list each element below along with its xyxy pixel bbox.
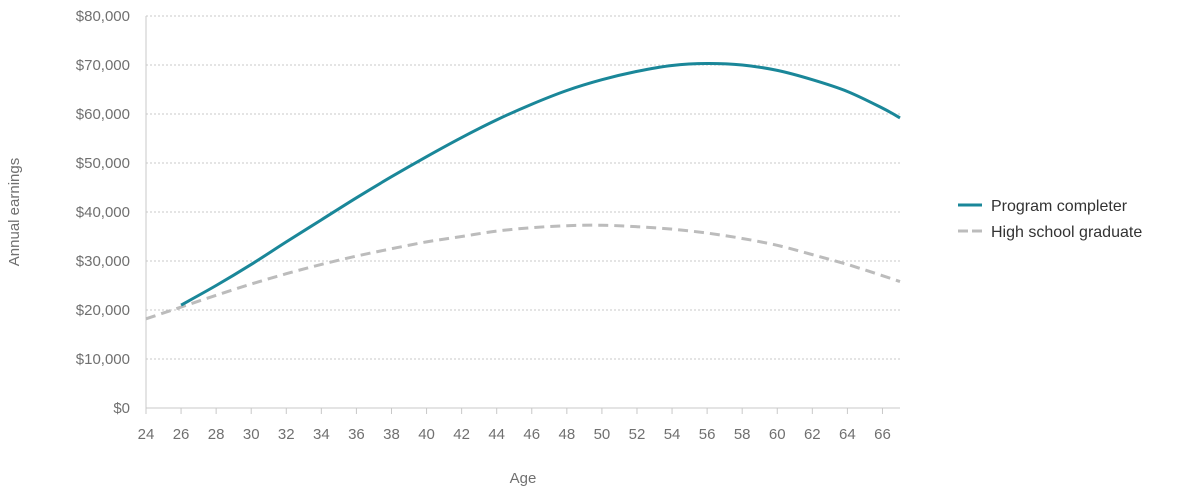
y-tick-label: $10,000 xyxy=(76,351,130,368)
x-tick-label: 46 xyxy=(523,426,540,443)
legend-label-program-completer: Program completer xyxy=(991,198,1128,215)
x-tick-label: 48 xyxy=(558,426,575,443)
x-tick-label: 60 xyxy=(769,426,786,443)
y-tick-label: $0 xyxy=(113,400,130,417)
legend-label-high-school-graduate: High school graduate xyxy=(991,224,1142,241)
x-tick-label: 56 xyxy=(699,426,716,443)
axes xyxy=(145,16,900,414)
x-tick-label: 62 xyxy=(804,426,821,443)
legend: Program completer High school graduate xyxy=(958,198,1142,241)
x-tick-label: 24 xyxy=(138,426,155,443)
x-tick-label: 38 xyxy=(383,426,400,443)
y-tick-label: $30,000 xyxy=(76,253,130,270)
x-tick-label: 52 xyxy=(629,426,646,443)
x-tick-label: 66 xyxy=(874,426,891,443)
y-tick-label: $60,000 xyxy=(76,106,130,123)
x-tick-label: 26 xyxy=(173,426,190,443)
series-line-program-completer xyxy=(180,62,901,307)
x-tick-label: 28 xyxy=(208,426,225,443)
x-tick-label: 42 xyxy=(453,426,470,443)
x-tick-label: 54 xyxy=(664,426,681,443)
x-tick-label: 50 xyxy=(594,426,611,443)
gridlines xyxy=(146,15,900,360)
x-tick-label: 32 xyxy=(278,426,295,443)
y-tick-label: $20,000 xyxy=(76,302,130,319)
y-axis-title: Annual earnings xyxy=(6,158,23,266)
x-tick-label: 30 xyxy=(243,426,260,443)
x-tick-label: 44 xyxy=(488,426,505,443)
x-tick-label: 34 xyxy=(313,426,330,443)
y-tick-label: $80,000 xyxy=(76,8,130,25)
y-tick-labels: $0 $10,000 $20,000 $30,000 $40,000 $50,000 $60… xyxy=(76,8,130,417)
x-tick-label: 36 xyxy=(348,426,365,443)
y-tick-label: $50,000 xyxy=(76,155,130,172)
x-tick-labels: 24 26 28 30 32 34 36 38 40 42 44 46 48 50 52 54 56 58 60 62… xyxy=(138,426,891,443)
x-tick-label: 40 xyxy=(418,426,435,443)
y-tick-label: $40,000 xyxy=(76,204,130,221)
x-tick-label: 64 xyxy=(839,426,856,443)
series-line-high-school-graduate xyxy=(145,223,901,321)
x-axis-title: Age xyxy=(510,470,537,487)
y-tick-label: $70,000 xyxy=(76,57,130,74)
x-tick-label: 58 xyxy=(734,426,751,443)
series-lines xyxy=(145,62,901,321)
